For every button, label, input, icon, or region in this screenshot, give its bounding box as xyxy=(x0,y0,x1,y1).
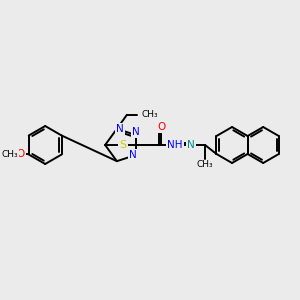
Text: CH₃: CH₃ xyxy=(197,160,213,169)
Text: CH₃: CH₃ xyxy=(2,150,18,159)
Text: N: N xyxy=(132,127,140,137)
Text: N: N xyxy=(129,150,137,160)
Text: S: S xyxy=(120,140,127,150)
Text: O: O xyxy=(16,149,25,160)
Text: NH: NH xyxy=(167,140,183,150)
Text: O: O xyxy=(157,122,165,132)
Text: N: N xyxy=(187,140,195,150)
Text: N: N xyxy=(116,124,124,134)
Text: CH₃: CH₃ xyxy=(142,110,158,119)
